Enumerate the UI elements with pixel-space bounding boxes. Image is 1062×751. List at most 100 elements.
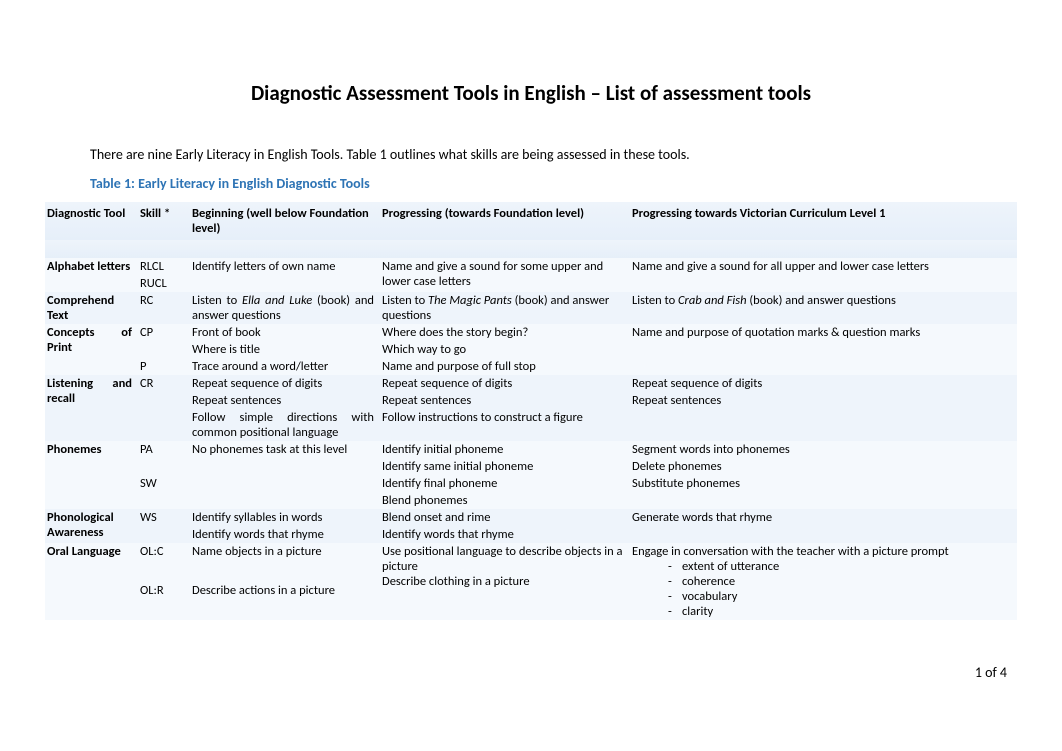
cell-tool: Oral Language bbox=[45, 543, 138, 620]
table-row: Listening and recall CR Repeat sequence … bbox=[45, 375, 1017, 392]
cell-skill bbox=[138, 458, 190, 475]
cell-vic bbox=[630, 492, 1017, 509]
cell-beg: Repeat sequence of digits bbox=[190, 375, 380, 392]
cell-prog: Name and purpose of full stop bbox=[380, 358, 630, 375]
cell-skill bbox=[138, 492, 190, 509]
text: Engage in conversation with the teacher … bbox=[632, 544, 1011, 559]
intro-text: There are nine Early Literacy in English… bbox=[90, 146, 1017, 163]
table-row: Follow simple directions with common pos… bbox=[45, 409, 1017, 441]
list-item: extent of utterance bbox=[668, 559, 1011, 574]
table-caption: Table 1: Early Literacy in English Diagn… bbox=[90, 175, 1017, 192]
table-row: Phonological Awareness WS Identify sylla… bbox=[45, 509, 1017, 526]
page-title: Diagnostic Assessment Tools in English –… bbox=[45, 80, 1017, 106]
cell-prog: Use positional language to describe obje… bbox=[380, 543, 630, 620]
cell-prog: Identify words that rhyme bbox=[380, 526, 630, 543]
cell-beg: Follow simple directions with common pos… bbox=[190, 409, 380, 441]
cell-tool: Comprehend Text bbox=[45, 292, 138, 324]
text: Listen to bbox=[632, 293, 678, 308]
cell-prog: Blend onset and rime bbox=[380, 509, 630, 526]
text: (book) and answer questions bbox=[747, 293, 896, 308]
table-row: Comprehend Text RC Listen to Ella and Lu… bbox=[45, 292, 1017, 324]
cell-prog: Listen to The Magic Pants (book) and ans… bbox=[380, 292, 630, 324]
cell-skill: OL:C bbox=[138, 543, 190, 582]
cell-vic: Generate words that rhyme bbox=[630, 509, 1017, 543]
cell-tool: Phonemes bbox=[45, 441, 138, 509]
header-skill: Skill * bbox=[138, 202, 190, 240]
cell-skill: RC bbox=[138, 292, 190, 324]
header-victorian: Progressing towards Victorian Curriculum… bbox=[630, 202, 1017, 240]
cell-vic: Repeat sequence of digits bbox=[630, 375, 1017, 392]
cell-vic: Substitute phonemes bbox=[630, 475, 1017, 492]
cell-tool: Phonological Awareness bbox=[45, 509, 138, 543]
header-tool: Diagnostic Tool bbox=[45, 202, 138, 240]
cell-tool: Alphabet letters bbox=[45, 258, 138, 292]
cell-beg: Where is title bbox=[190, 341, 380, 358]
cell-vic: Segment words into phonemes bbox=[630, 441, 1017, 458]
text: Use positional language to describe obje… bbox=[382, 544, 624, 574]
cell-beg: Identify letters of own name bbox=[190, 258, 380, 292]
cell-beg: Front of book bbox=[190, 324, 380, 341]
cell-vic: Engage in conversation with the teacher … bbox=[630, 543, 1017, 620]
bullet-list: extent of utterance coherence vocabulary… bbox=[650, 559, 1011, 619]
cell-beg: Listen to Ella and Luke (book) and answe… bbox=[190, 292, 380, 324]
cell-prog: Repeat sentences bbox=[380, 392, 630, 409]
cell-tool: Concepts of Print bbox=[45, 324, 138, 375]
cell-beg: Repeat sentences bbox=[190, 392, 380, 409]
table-header-row: Diagnostic Tool Skill * Beginning (well … bbox=[45, 202, 1017, 240]
cell-skill: CR bbox=[138, 375, 190, 392]
cell-prog: Follow instructions to construct a figur… bbox=[380, 409, 630, 441]
cell-beg: Identify syllables in words bbox=[190, 509, 380, 526]
cell-skill bbox=[138, 392, 190, 409]
cell-skill: PA bbox=[138, 441, 190, 458]
cell-vic: Delete phonemes bbox=[630, 458, 1017, 475]
cell-prog: Name and give a sound for some upper and… bbox=[380, 258, 630, 292]
cell-tool: Listening and recall bbox=[45, 375, 138, 441]
cell-beg: Name objects in a picture bbox=[190, 543, 380, 582]
list-item: clarity bbox=[668, 604, 1011, 619]
cell-skill bbox=[138, 341, 190, 358]
table-row: Repeat sentences Repeat sentences Repeat… bbox=[45, 392, 1017, 409]
text: Listen to bbox=[382, 293, 428, 308]
cell-beg: Trace around a word/letter bbox=[190, 358, 380, 375]
cell-vic bbox=[630, 409, 1017, 441]
page-number: 1 of 4 bbox=[975, 664, 1007, 681]
table-row: Concepts of Print CP Front of book Where… bbox=[45, 324, 1017, 341]
cell-skill: P bbox=[138, 358, 190, 375]
cell-prog: Repeat sequence of digits bbox=[380, 375, 630, 392]
cell-vic: Name and purpose of quotation marks & qu… bbox=[630, 324, 1017, 375]
cell-prog: Which way to go bbox=[380, 341, 630, 358]
cell-skill: OL:R bbox=[138, 582, 190, 621]
cell-skill: RLCL bbox=[138, 258, 190, 275]
cell-skill bbox=[138, 526, 190, 543]
list-item: vocabulary bbox=[668, 589, 1011, 604]
book-title: The Magic Pants bbox=[428, 293, 512, 308]
cell-vic: Repeat sentences bbox=[630, 392, 1017, 409]
cell-prog: Identify final phoneme bbox=[380, 475, 630, 492]
header-progressing: Progressing (towards Foundation level) bbox=[380, 202, 630, 240]
book-title: Crab and Fish bbox=[678, 293, 747, 308]
text: Describe clothing in a picture bbox=[382, 574, 624, 589]
header-spacer bbox=[45, 240, 1017, 258]
cell-beg: Identify words that rhyme bbox=[190, 526, 380, 543]
cell-beg: No phonemes task at this level bbox=[190, 441, 380, 509]
table-row: Oral Language OL:C Name objects in a pic… bbox=[45, 543, 1017, 582]
cell-vic: Listen to Crab and Fish (book) and answe… bbox=[630, 292, 1017, 324]
cell-skill: CP bbox=[138, 324, 190, 341]
cell-prog: Identify initial phoneme bbox=[380, 441, 630, 458]
cell-beg: Describe actions in a picture bbox=[190, 582, 380, 621]
text: Listen to bbox=[192, 293, 242, 308]
cell-prog: Identify same initial phoneme bbox=[380, 458, 630, 475]
cell-skill: RUCL bbox=[138, 275, 190, 292]
cell-skill: WS bbox=[138, 509, 190, 526]
table-row: Phonemes PA No phonemes task at this lev… bbox=[45, 441, 1017, 458]
list-item: coherence bbox=[668, 574, 1011, 589]
diagnostic-table: Diagnostic Tool Skill * Beginning (well … bbox=[45, 202, 1017, 620]
page: Diagnostic Assessment Tools in English –… bbox=[0, 0, 1062, 751]
cell-vic: Name and give a sound for all upper and … bbox=[630, 258, 1017, 292]
cell-skill: SW bbox=[138, 475, 190, 492]
cell-prog: Where does the story begin? bbox=[380, 324, 630, 341]
header-beginning: Beginning (well below Foundation level) bbox=[190, 202, 380, 240]
cell-prog: Blend phonemes bbox=[380, 492, 630, 509]
table-row: Alphabet letters RLCL Identify letters o… bbox=[45, 258, 1017, 275]
cell-skill bbox=[138, 409, 190, 441]
